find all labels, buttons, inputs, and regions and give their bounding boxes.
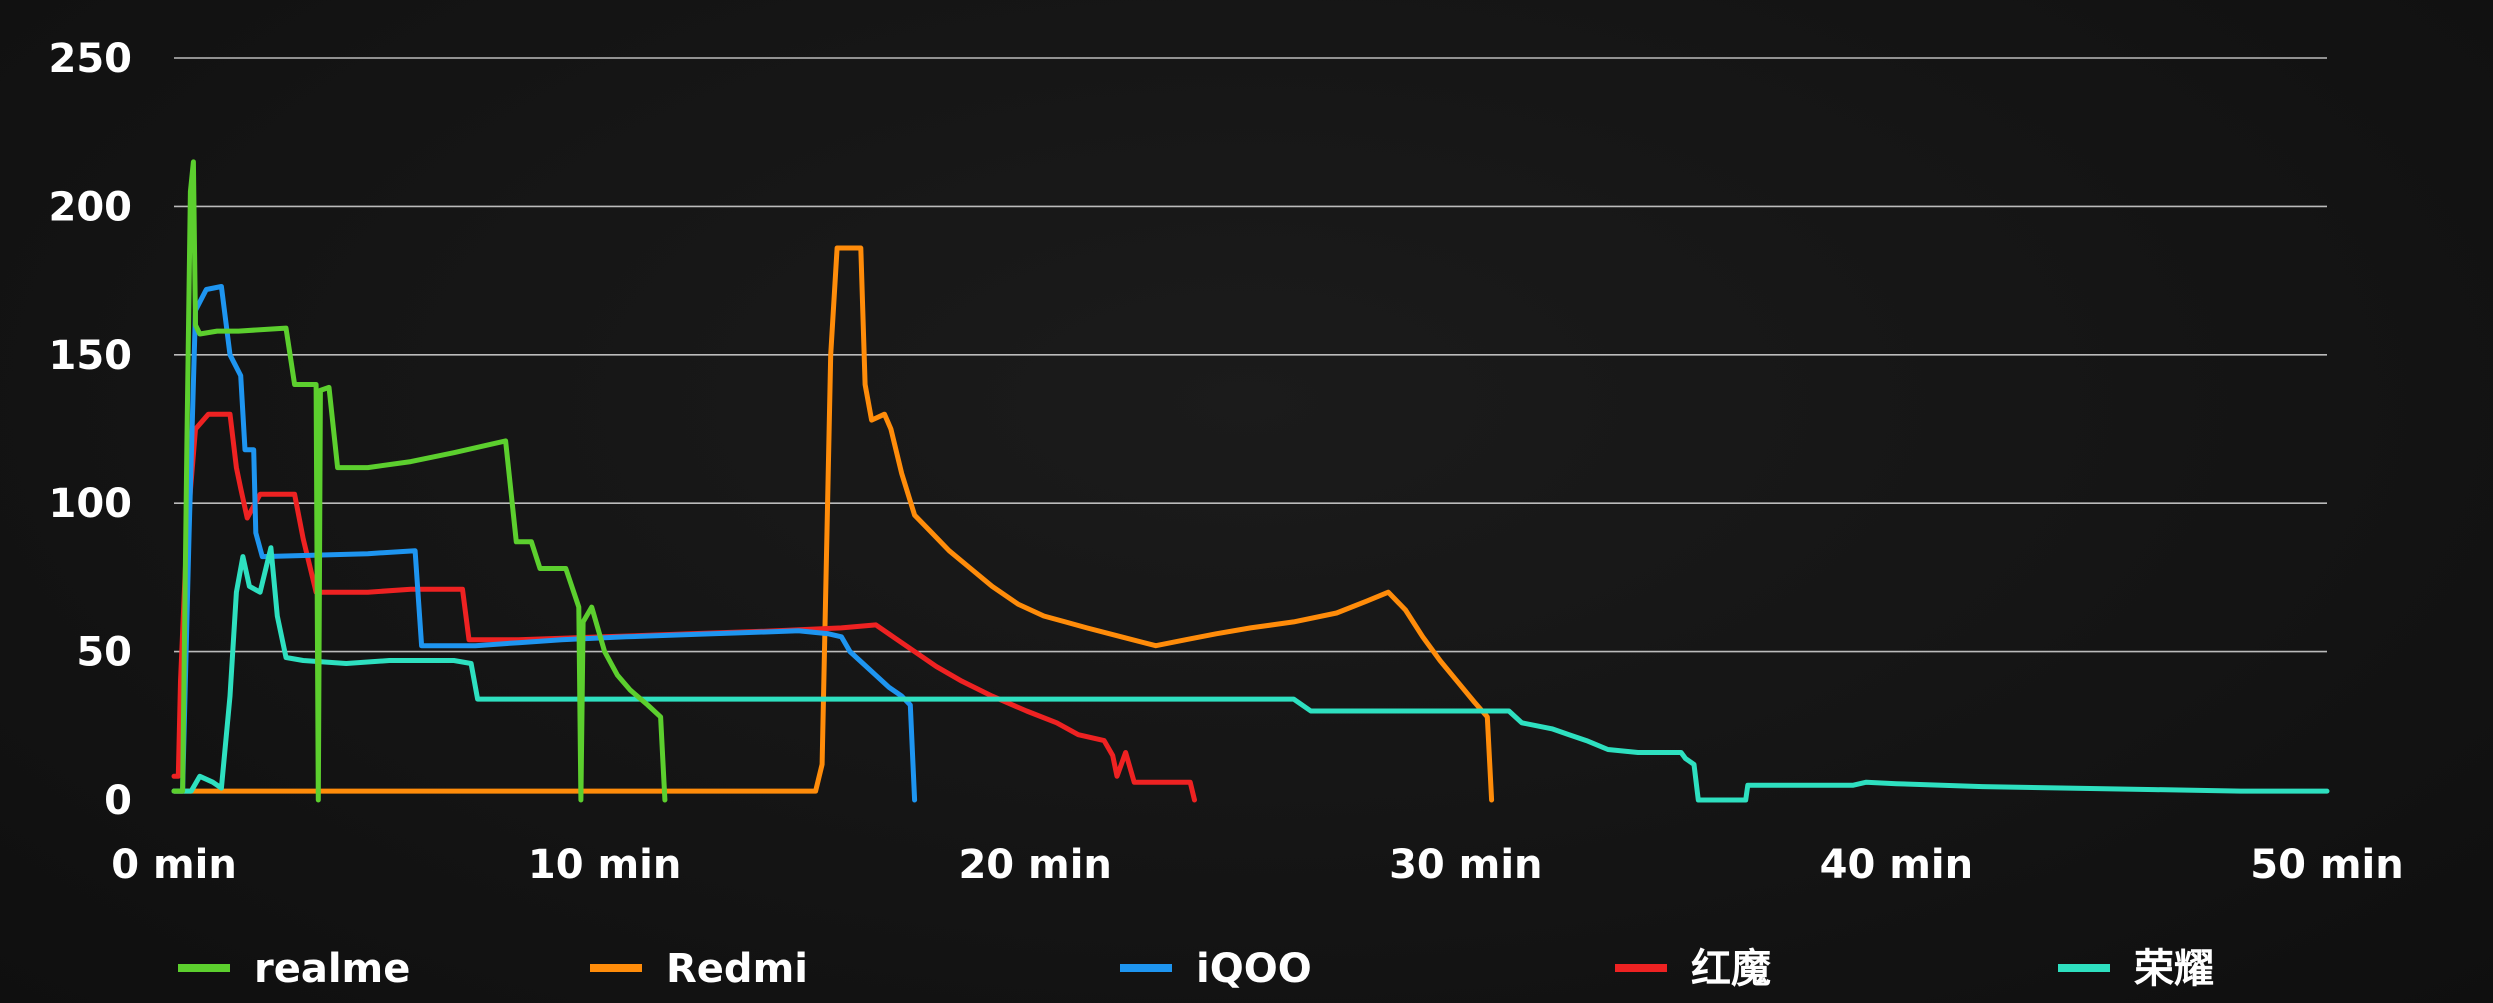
- series-line-0: [171, 159, 668, 803]
- y-tick-label: 150: [49, 333, 133, 379]
- y-tick-label: 200: [49, 184, 133, 230]
- legend-label: iQOO: [1196, 946, 1312, 992]
- series-lines: [171, 159, 2330, 803]
- y-tick-label: 0: [104, 778, 132, 824]
- x-tick-label: 30 min: [1389, 842, 1542, 888]
- x-tick-label: 40 min: [1820, 842, 1973, 888]
- series-line-3: [171, 411, 1197, 803]
- legend: realme Redmi iQOO 红魔 荣耀: [178, 946, 2214, 992]
- x-tick-label: 50 min: [2250, 842, 2403, 888]
- x-tick-label: 20 min: [958, 842, 1111, 888]
- y-axis-tick-labels: 0 50 100 150 200 250: [49, 36, 133, 824]
- y-tick-label: 50: [76, 630, 132, 676]
- legend-label: 红魔: [1691, 946, 1771, 992]
- legend-label: Redmi: [666, 946, 808, 992]
- legend-label: realme: [254, 946, 410, 992]
- legend-label: 荣耀: [2134, 946, 2214, 992]
- gridlines: [174, 57, 2327, 653]
- x-tick-label: 10 min: [528, 842, 681, 888]
- y-tick-label: 250: [49, 36, 133, 82]
- x-axis-tick-labels: 0 min 10 min 20 min 30 min 40 min 50 min: [111, 842, 2404, 888]
- x-tick-label: 0 min: [111, 842, 237, 888]
- series-line-4: [171, 545, 2330, 803]
- series-line-2: [171, 284, 918, 803]
- y-tick-label: 100: [49, 481, 133, 527]
- series-line-1: [171, 245, 1495, 803]
